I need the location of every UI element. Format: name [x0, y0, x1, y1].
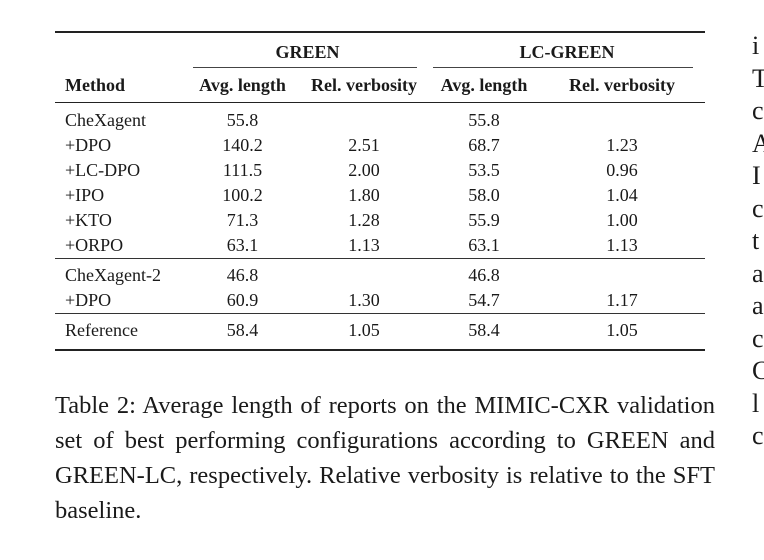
- caption-label: Table 2:: [55, 392, 136, 419]
- table-row: CheXagent 55.8 55.8: [55, 108, 705, 133]
- lc-avg-length-cell: 54.7: [468, 290, 500, 310]
- margin-letter: I: [752, 161, 761, 190]
- lc-avg-length-cell: 58.0: [468, 185, 500, 205]
- margin-letter: c: [752, 323, 764, 353]
- margin-letter: c: [752, 193, 764, 223]
- column-header-green-avg-length: Avg. length: [199, 74, 286, 95]
- green-avg-length-cell: 100.2: [222, 185, 263, 205]
- lc-avg-length-cell: 68.7: [468, 135, 500, 155]
- lc-rel-verbosity-cell: 1.04: [606, 185, 638, 205]
- lc-avg-length-cell: 63.1: [468, 235, 500, 255]
- method-cell: CheXagent-2: [65, 265, 161, 285]
- green-rel-verbosity-cell: 1.13: [348, 235, 380, 255]
- group-cmidrule: [55, 67, 705, 68]
- lc-rel-verbosity-cell: 1.17: [606, 290, 638, 310]
- block-rule: [55, 258, 705, 263]
- margin-letter: a: [752, 258, 764, 288]
- lc-rel-verbosity-cell: 1.23: [606, 135, 638, 155]
- column-header-row: Method Avg. length Rel. verbosity Avg. l…: [55, 68, 705, 103]
- table-row: +LC-DPO 111.5 2.00 53.5 0.96: [55, 158, 705, 183]
- margin-letter: c: [752, 421, 764, 450]
- table-row: +KTO 71.3 1.28 55.9 1.00: [55, 208, 705, 233]
- lc-rel-verbosity-cell: [539, 263, 705, 288]
- table-row: +DPO 140.2 2.51 68.7 1.23: [55, 133, 705, 158]
- lc-avg-length-cell: 53.5: [468, 160, 500, 180]
- caption-text: Average length of reports on the MIMIC-C…: [55, 392, 715, 524]
- green-rel-verbosity-cell: 1.05: [348, 320, 380, 340]
- margin-letter: c: [752, 96, 764, 125]
- green-avg-length-cell: 71.3: [226, 210, 259, 230]
- lc-avg-length-cell: 46.8: [468, 265, 500, 285]
- table-block-chexagent: CheXagent 55.8 55.8 +DPO 140.2 2.51 68.7 1.23 +L…: [55, 108, 705, 259]
- lc-avg-length-cell: 58.4: [468, 320, 500, 340]
- table-bottom-rule: [55, 343, 705, 350]
- group-header-lc-green: LC-GREEN: [519, 41, 615, 62]
- margin-letter: l: [752, 388, 760, 418]
- table-block-chexagent-2: CheXagent-2 46.8 46.8 +DPO 60.9 1.30 54.7 1.17: [55, 263, 705, 314]
- method-cell: +ORPO: [65, 235, 124, 255]
- green-avg-length-cell: 55.8: [226, 110, 259, 130]
- method-cell: Reference: [65, 320, 138, 340]
- table-row: Reference 58.4 1.05 58.4 1.05: [55, 318, 705, 343]
- margin-letter: A: [752, 128, 764, 158]
- table-caption: Table 2: Average length of reports on th…: [55, 388, 715, 528]
- green-avg-length-cell: 111.5: [222, 160, 263, 180]
- column-header-lc-avg-length: Avg. length: [440, 74, 528, 95]
- lc-avg-length-cell: 55.9: [468, 210, 500, 230]
- lc-avg-length-cell: 55.8: [468, 110, 500, 130]
- method-cell: +DPO: [65, 290, 112, 310]
- lc-rel-verbosity-cell: 0.96: [606, 160, 638, 180]
- method-cell: +KTO: [65, 210, 112, 230]
- method-cell: +LC-DPO: [65, 160, 141, 180]
- margin-letter: T: [752, 63, 764, 93]
- table-row: +IPO 100.2 1.80 58.0 1.04: [55, 183, 705, 208]
- green-rel-verbosity-cell: 2.00: [348, 160, 380, 180]
- green-avg-length-cell: 58.4: [226, 320, 259, 340]
- margin-letter: t: [752, 226, 760, 255]
- block-rule: [55, 313, 705, 318]
- green-rel-verbosity-cell: [299, 263, 429, 288]
- margin-letter: i: [752, 31, 760, 60]
- results-table: GREEN LC-GREEN Method Avg. length Rel. v…: [55, 31, 705, 352]
- table-block-reference: Reference 58.4 1.05 58.4 1.05: [55, 318, 705, 343]
- lc-rel-verbosity-cell: 1.13: [606, 235, 638, 255]
- green-avg-length-cell: 140.2: [222, 135, 263, 155]
- method-cell: +IPO: [65, 185, 105, 205]
- column-header-lc-rel-verbosity: Rel. verbosity: [569, 74, 675, 95]
- table-top-rule: [55, 31, 705, 37]
- column-header-method: Method: [65, 74, 125, 95]
- lc-rel-verbosity-cell: 1.00: [606, 210, 638, 230]
- green-avg-length-cell: 63.1: [226, 235, 259, 255]
- green-avg-length-cell: 46.8: [226, 265, 259, 285]
- green-rel-verbosity-cell: 1.28: [348, 210, 380, 230]
- method-cell: CheXagent: [65, 110, 146, 130]
- table-row: +ORPO 63.1 1.13 63.1 1.13: [55, 233, 705, 259]
- table-row: CheXagent-2 46.8 46.8: [55, 263, 705, 288]
- lc-rel-verbosity-cell: [539, 108, 705, 133]
- margin-letter: C: [752, 356, 764, 385]
- green-avg-length-cell: 60.9: [226, 290, 259, 310]
- green-rel-verbosity-cell: 1.80: [348, 185, 380, 205]
- margin-letter: a: [752, 291, 764, 320]
- lc-rel-verbosity-cell: 1.05: [606, 320, 638, 340]
- table-row: +DPO 60.9 1.30 54.7 1.17: [55, 288, 705, 314]
- green-rel-verbosity-cell: 1.30: [348, 290, 380, 310]
- green-rel-verbosity-cell: 2.51: [348, 135, 380, 155]
- group-header-green: GREEN: [275, 41, 340, 62]
- column-header-green-rel-verbosity: Rel. verbosity: [311, 74, 417, 95]
- group-header-row: GREEN LC-GREEN: [55, 37, 705, 67]
- method-cell: +DPO: [65, 135, 112, 155]
- green-rel-verbosity-cell: [299, 108, 429, 133]
- header-rule: [55, 102, 705, 108]
